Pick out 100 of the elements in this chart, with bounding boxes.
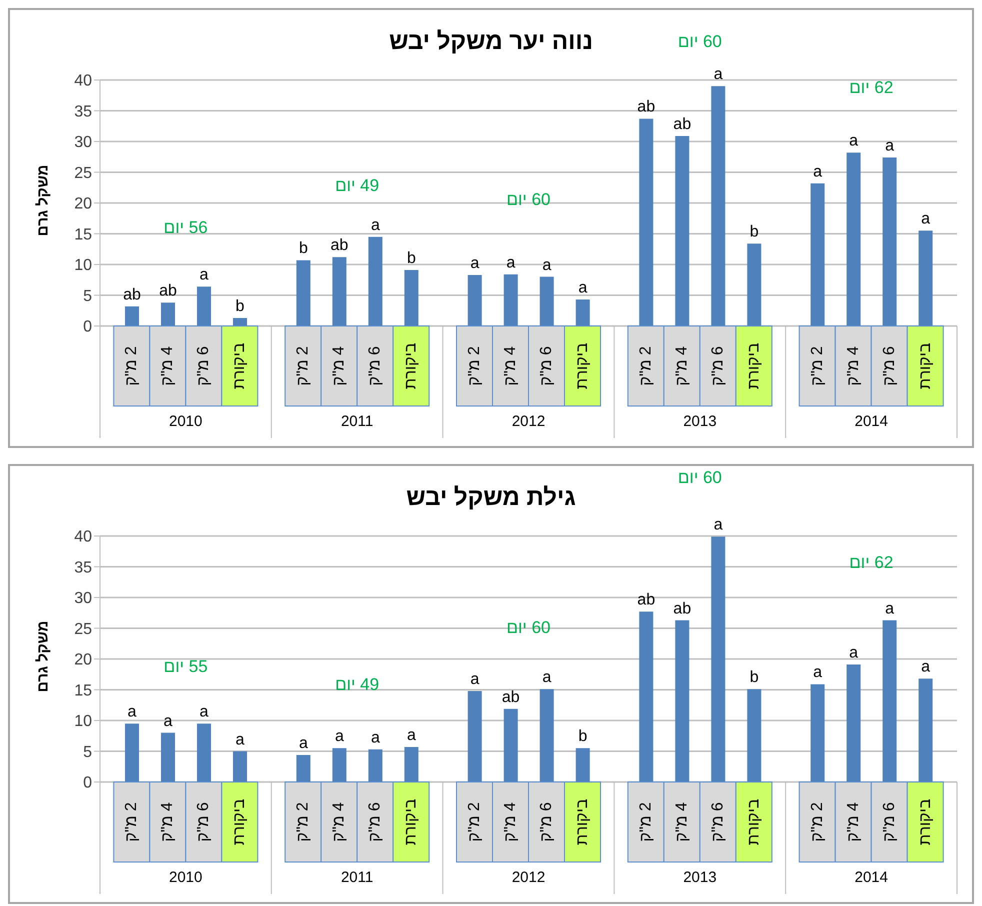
- data-label: ab: [330, 237, 348, 254]
- data-label: b: [406, 250, 416, 268]
- data-label: ab: [673, 116, 692, 133]
- data-label: a: [921, 658, 930, 676]
- data-label: a: [334, 728, 344, 746]
- bar: [233, 751, 247, 782]
- text: ביקורת: [574, 798, 591, 846]
- y-tick-label: 0: [83, 774, 92, 792]
- data-label: b: [298, 240, 308, 258]
- data-label: b: [750, 669, 759, 686]
- text: 2 מ"ק: [637, 802, 654, 842]
- text: 2 מ"ק: [808, 346, 826, 386]
- bar: [296, 754, 310, 782]
- text: ביקורת: [916, 798, 934, 846]
- text: 4 מ"ק: [330, 346, 348, 386]
- x-tick-label: 2011: [340, 413, 374, 430]
- text: 2 מ"ק: [466, 802, 483, 842]
- data-label: b: [750, 224, 759, 241]
- text: 4 מ"ק: [673, 346, 690, 386]
- data-label: a: [370, 729, 380, 746]
- x-tick-label: 2010: [169, 413, 202, 430]
- data-label: a: [885, 137, 894, 154]
- bar: [540, 276, 554, 326]
- bar: [332, 748, 346, 782]
- data-label: a: [921, 210, 930, 228]
- data-label: a: [813, 163, 822, 180]
- annotation: 49 יום: [334, 176, 380, 196]
- data-label: a: [506, 254, 516, 272]
- text: 60 יום: [676, 468, 723, 488]
- x-tick-label: 2012: [512, 869, 546, 886]
- bar: [468, 274, 482, 326]
- data-label: a: [370, 216, 380, 234]
- data-label: a: [849, 644, 858, 662]
- annotation: 56 יום: [162, 218, 209, 238]
- text: 6 מ"ק: [366, 346, 384, 386]
- text: 4 מ"ק: [502, 802, 519, 842]
- data-label: a: [164, 712, 173, 730]
- text: ביקורת: [745, 342, 762, 390]
- text: ביקורת: [574, 342, 591, 390]
- text: ביקורת: [231, 798, 248, 846]
- data-label: a: [470, 670, 480, 688]
- text: 6 מ"ק: [880, 802, 898, 842]
- data-label: ab: [637, 592, 656, 609]
- annotation: 62 יום: [848, 553, 894, 573]
- data-label: ab: [673, 600, 692, 618]
- annotation: 55 יום: [162, 657, 209, 677]
- text: 6 מ"ק: [538, 346, 555, 386]
- annotation: 60 יום: [505, 618, 552, 638]
- x-tick-label: 2011: [340, 869, 374, 886]
- text: 2 מ"ק: [808, 802, 826, 842]
- y-axis-title: משקל גרם: [34, 620, 52, 692]
- bar: [404, 746, 418, 782]
- text: 4 מ"ק: [502, 346, 519, 386]
- text: 2 מ"ק: [123, 802, 140, 842]
- data-label: a: [578, 280, 588, 297]
- data-label: a: [200, 704, 209, 721]
- text: 2 מ"ק: [294, 346, 312, 386]
- x-tick-label: 2010: [169, 869, 202, 886]
- annotation: 49 יום: [334, 675, 380, 695]
- y-tick-label: 30: [74, 590, 92, 608]
- y-axis-title: משקל גרם: [34, 164, 52, 236]
- y-tick-label: 20: [74, 196, 92, 213]
- text: 4 מ"ק: [844, 802, 862, 842]
- text: 4 מ"ק: [159, 802, 176, 842]
- data-label: a: [200, 266, 209, 284]
- bar: [576, 748, 590, 782]
- y-tick-label: 15: [74, 682, 92, 700]
- x-tick-label: 2013: [683, 869, 717, 886]
- data-label: ab: [637, 98, 656, 116]
- chart-title: נווה יער משקל יבש: [389, 28, 593, 55]
- annotation: 62 יום: [848, 78, 894, 98]
- y-tick-label: 0: [83, 318, 92, 336]
- text: 6 מ"ק: [195, 802, 212, 842]
- y-tick-label: 25: [74, 164, 92, 182]
- text: 4 מ"ק: [844, 346, 862, 386]
- data-label: ab: [123, 286, 141, 304]
- y-tick-label: 40: [74, 528, 92, 546]
- data-label: ab: [502, 688, 520, 706]
- text: 4 מ"ק: [330, 802, 348, 842]
- data-label: a: [406, 726, 416, 744]
- x-tick-label: 2014: [854, 869, 888, 886]
- bar: [197, 286, 211, 326]
- data-label: a: [714, 516, 723, 534]
- bar: [368, 749, 382, 782]
- y-tick-label: 15: [74, 226, 92, 244]
- y-tick-label: 35: [74, 559, 92, 576]
- text: 6 מ"ק: [538, 802, 555, 842]
- data-label: a: [885, 600, 894, 618]
- bar: [161, 732, 175, 782]
- data-label: a: [714, 66, 723, 84]
- y-tick-label: 5: [83, 288, 92, 305]
- bar: [504, 274, 518, 326]
- y-tick-label: 35: [74, 103, 92, 120]
- y-tick-label: 10: [74, 713, 92, 730]
- text: ביקורת: [231, 342, 248, 390]
- data-label: a: [236, 731, 245, 748]
- bar: [576, 300, 590, 326]
- data-label: a: [849, 132, 858, 150]
- bar: [233, 318, 247, 326]
- data-label: b: [578, 728, 588, 746]
